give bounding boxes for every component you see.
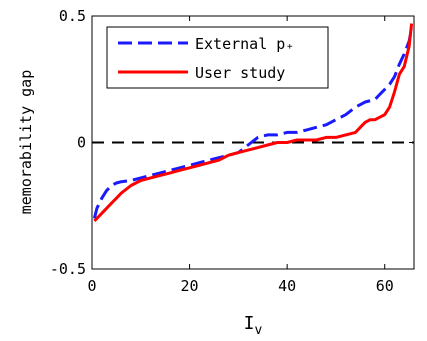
y-axis-ticks: -0.5 0 0.5 — [50, 7, 414, 278]
series-layer — [92, 23, 414, 222]
legend-label-user-study: User study — [195, 64, 285, 82]
x-axis-label-main: I — [244, 313, 255, 334]
x-axis-label: Iv — [244, 313, 263, 338]
legend-box — [106, 26, 329, 89]
x-tick-label: 60 — [376, 277, 394, 295]
series-line-external — [92, 28, 414, 219]
legend-label-external: External p₊ — [195, 35, 294, 53]
legend: External p₊ User study — [106, 26, 329, 89]
x-tick-label: 20 — [181, 277, 199, 295]
x-tick-label: 0 — [87, 277, 96, 295]
y-axis-label: memorability gap — [17, 70, 35, 215]
x-tick-label: 40 — [278, 277, 296, 295]
y-tick-label: 0.5 — [59, 7, 86, 25]
x-axis-ticks: 0 20 40 60 — [87, 16, 394, 295]
y-tick-label: -0.5 — [50, 260, 86, 278]
x-axis-label-subscript: v — [255, 323, 263, 338]
series-line-user-study — [93, 23, 414, 222]
y-tick-label: 0 — [77, 134, 86, 152]
